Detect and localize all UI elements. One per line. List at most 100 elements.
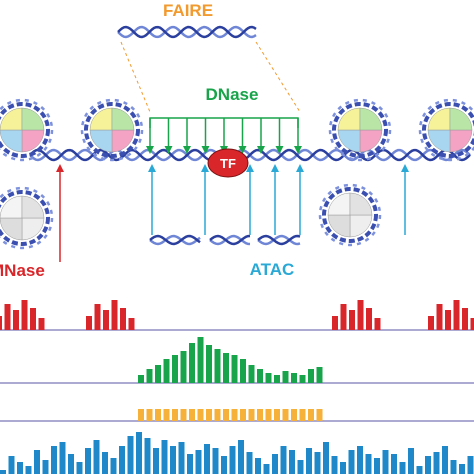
- signal-bar: [206, 409, 212, 421]
- signal-bar: [248, 365, 255, 383]
- signal-bar: [374, 318, 381, 330]
- signal-bar: [197, 409, 204, 421]
- signal-bar: [110, 458, 117, 474]
- dna-strand: [149, 234, 201, 246]
- signal-bar: [8, 456, 15, 474]
- signal-bar: [197, 337, 204, 383]
- signal-bar: [146, 409, 153, 421]
- signal-bar: [436, 304, 443, 330]
- signal-bar: [240, 359, 246, 383]
- signal-bar: [21, 300, 28, 330]
- signal-bar: [470, 318, 474, 330]
- signal-bar: [128, 318, 135, 330]
- signal-bar: [144, 438, 151, 474]
- histone-core: [349, 192, 373, 216]
- histone-core: [337, 129, 361, 153]
- signal-bar: [231, 355, 238, 383]
- signal-bar: [357, 446, 363, 474]
- nucleosome-dna: [0, 98, 54, 162]
- signal-bar: [212, 448, 219, 474]
- signal-bar: [155, 365, 161, 383]
- signal-bar: [38, 318, 45, 330]
- signal-bar: [94, 304, 101, 330]
- signal-bar: [119, 446, 125, 474]
- signal-bar: [86, 316, 92, 330]
- signal-bar: [155, 409, 161, 421]
- signal-bar: [340, 304, 347, 330]
- signal-bar: [51, 446, 57, 474]
- signal-bar: [340, 462, 346, 474]
- signal-bar: [195, 450, 202, 474]
- signal-bar: [146, 369, 153, 383]
- dna-strand: [149, 234, 201, 246]
- nucleosome-dna: [322, 187, 378, 243]
- signal-bar: [240, 409, 246, 421]
- histone-core: [111, 107, 135, 131]
- signal-bar: [265, 373, 272, 383]
- nucleosome-dna: [332, 102, 388, 158]
- signal-bar: [0, 470, 6, 474]
- signal-bar: [308, 369, 314, 383]
- signal-bar: [280, 446, 287, 474]
- signal-bar: [138, 375, 144, 383]
- signal-bar: [111, 300, 118, 330]
- signal-bar: [246, 452, 253, 474]
- signal-bar: [265, 409, 272, 421]
- signal-bar: [34, 450, 40, 474]
- signal-bar: [180, 351, 187, 383]
- signal-bar: [323, 442, 329, 474]
- histone-core: [337, 107, 361, 131]
- signal-bar: [93, 440, 100, 474]
- signal-bar: [306, 448, 312, 474]
- histone-core: [359, 107, 383, 131]
- atac-label: ATAC: [250, 260, 295, 279]
- signal-bar: [138, 409, 144, 421]
- signal-bar: [30, 308, 36, 330]
- faire-label: FAIRE: [163, 1, 213, 20]
- histone-core: [0, 107, 23, 131]
- signal-bar: [238, 440, 244, 474]
- signal-bar: [223, 353, 229, 383]
- signal-bar: [297, 460, 304, 474]
- signal-bar: [308, 409, 314, 421]
- signal-bar: [153, 448, 159, 474]
- signal-bar: [374, 458, 380, 474]
- signal-bar: [462, 308, 468, 330]
- histone-core: [21, 107, 45, 131]
- signal-bar: [274, 375, 280, 383]
- nucleosome-dna: [422, 102, 474, 158]
- signal-bar: [257, 409, 263, 421]
- tf-label: TF: [220, 156, 236, 171]
- signal-bar: [68, 454, 74, 474]
- signal-bar: [316, 367, 323, 383]
- signal-bar: [459, 464, 465, 474]
- signal-bar: [450, 460, 457, 474]
- dna-strand: [257, 234, 301, 246]
- signal-bar: [25, 466, 32, 474]
- signal-bar: [332, 316, 338, 330]
- nucleosome-dna: [318, 183, 382, 247]
- signal-bar: [428, 316, 434, 330]
- histone-core: [21, 195, 45, 219]
- dna-strand: [117, 25, 257, 39]
- signal-bar: [85, 448, 91, 474]
- faire-guide: [120, 41, 151, 113]
- histone-core: [21, 217, 45, 241]
- signal-bar: [291, 373, 297, 383]
- signal-bar: [204, 444, 210, 474]
- histone-core: [427, 107, 451, 131]
- signal-bar: [120, 308, 126, 330]
- signal-bar: [282, 371, 289, 383]
- arrows: [56, 41, 409, 262]
- signal-bar: [229, 446, 236, 474]
- signal-bar: [453, 300, 460, 330]
- signal-bar: [442, 446, 448, 474]
- signal-bar: [161, 440, 168, 474]
- dna-strand: [209, 234, 251, 246]
- dna-strand: [257, 234, 301, 246]
- signal-bar: [206, 345, 212, 383]
- dna-strand: [117, 25, 257, 39]
- signal-bar: [180, 409, 187, 421]
- signal-bar: [170, 446, 176, 474]
